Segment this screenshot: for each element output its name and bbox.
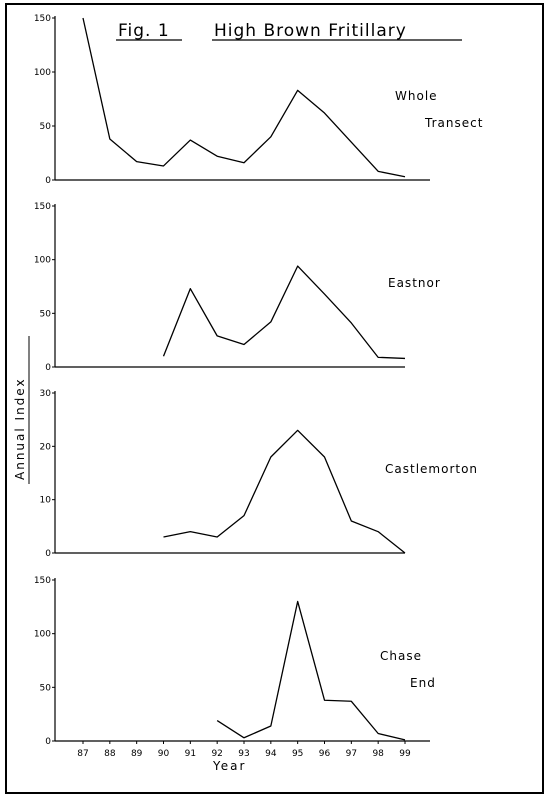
x-tick-label: 99 (399, 749, 411, 759)
x-tick-label: 96 (319, 749, 331, 759)
panel-label: End (410, 676, 436, 690)
panel-label: Castlemorton (385, 462, 478, 476)
figure-number: Fig. 1 (118, 21, 170, 41)
x-tick-label: 87 (77, 749, 88, 759)
series-line (164, 266, 406, 358)
x-tick-label: 95 (292, 749, 303, 759)
y-tick-label: 0 (45, 176, 51, 186)
x-tick-label: 88 (104, 749, 116, 759)
y-tick-label: 50 (40, 309, 52, 319)
x-tick-label: 97 (346, 749, 357, 759)
chart-panels: 050100150WholeTransect050100150Eastnor01… (34, 14, 484, 759)
y-tick-label: 0 (45, 737, 51, 747)
y-tick-label: 0 (45, 363, 51, 373)
y-tick-label: 100 (34, 256, 51, 266)
panel-2: 0 50 100 150 Eastnor (34, 202, 441, 373)
panel-label: Chase (380, 649, 422, 663)
y-tick-label: 50 (40, 683, 52, 693)
x-tick-label: 89 (131, 749, 143, 759)
x-tick-label: 91 (185, 749, 196, 759)
y-tick-label: 0 (45, 549, 51, 559)
series-line (83, 18, 405, 177)
panel-label: Whole (395, 89, 438, 103)
y-tick-label: 20 (40, 442, 52, 452)
x-tick-label: 92 (211, 749, 222, 759)
y-tick-label: 150 (34, 202, 51, 212)
y-tick-label: 50 (40, 122, 52, 132)
panel-3: 0 10 20 30 Castlemorton (40, 389, 478, 559)
series-line (217, 601, 405, 739)
panel-label: Eastnor (388, 276, 441, 290)
y-tick-label: 100 (34, 68, 51, 78)
y-tick-label: 150 (34, 576, 51, 586)
y-tick-label: 10 (40, 496, 52, 506)
y-tick-label: 100 (34, 630, 51, 640)
series-line (164, 430, 406, 553)
x-tick-label: 90 (158, 749, 170, 759)
x-tick-label: 98 (372, 749, 384, 759)
figure-title: High Brown Fritillary (214, 21, 407, 41)
panel-4: 0 50 100 150 Chase End (34, 576, 436, 747)
y-tick-label: 150 (34, 14, 51, 24)
x-tick-label: 93 (238, 749, 249, 759)
x-axis-title: Year (212, 759, 246, 773)
y-tick-label: 30 (40, 389, 52, 399)
panel-label: Transect (424, 116, 483, 130)
y-axis-title: Annual Index (13, 377, 27, 480)
x-tick-label: 94 (265, 749, 277, 759)
